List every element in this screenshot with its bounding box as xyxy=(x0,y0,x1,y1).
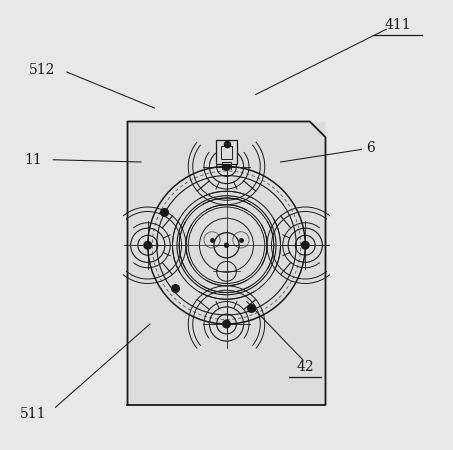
Circle shape xyxy=(222,162,231,171)
Text: 6: 6 xyxy=(366,141,375,156)
Text: 512: 512 xyxy=(29,63,55,77)
Bar xyxy=(127,122,326,405)
Circle shape xyxy=(222,320,231,328)
Circle shape xyxy=(224,243,229,248)
Text: 11: 11 xyxy=(24,153,42,167)
Text: 411: 411 xyxy=(384,18,411,32)
Bar xyxy=(221,146,232,158)
Text: 42: 42 xyxy=(296,360,314,374)
Bar xyxy=(216,140,237,164)
Text: 511: 511 xyxy=(20,407,46,421)
Circle shape xyxy=(143,241,152,250)
Circle shape xyxy=(301,241,310,250)
